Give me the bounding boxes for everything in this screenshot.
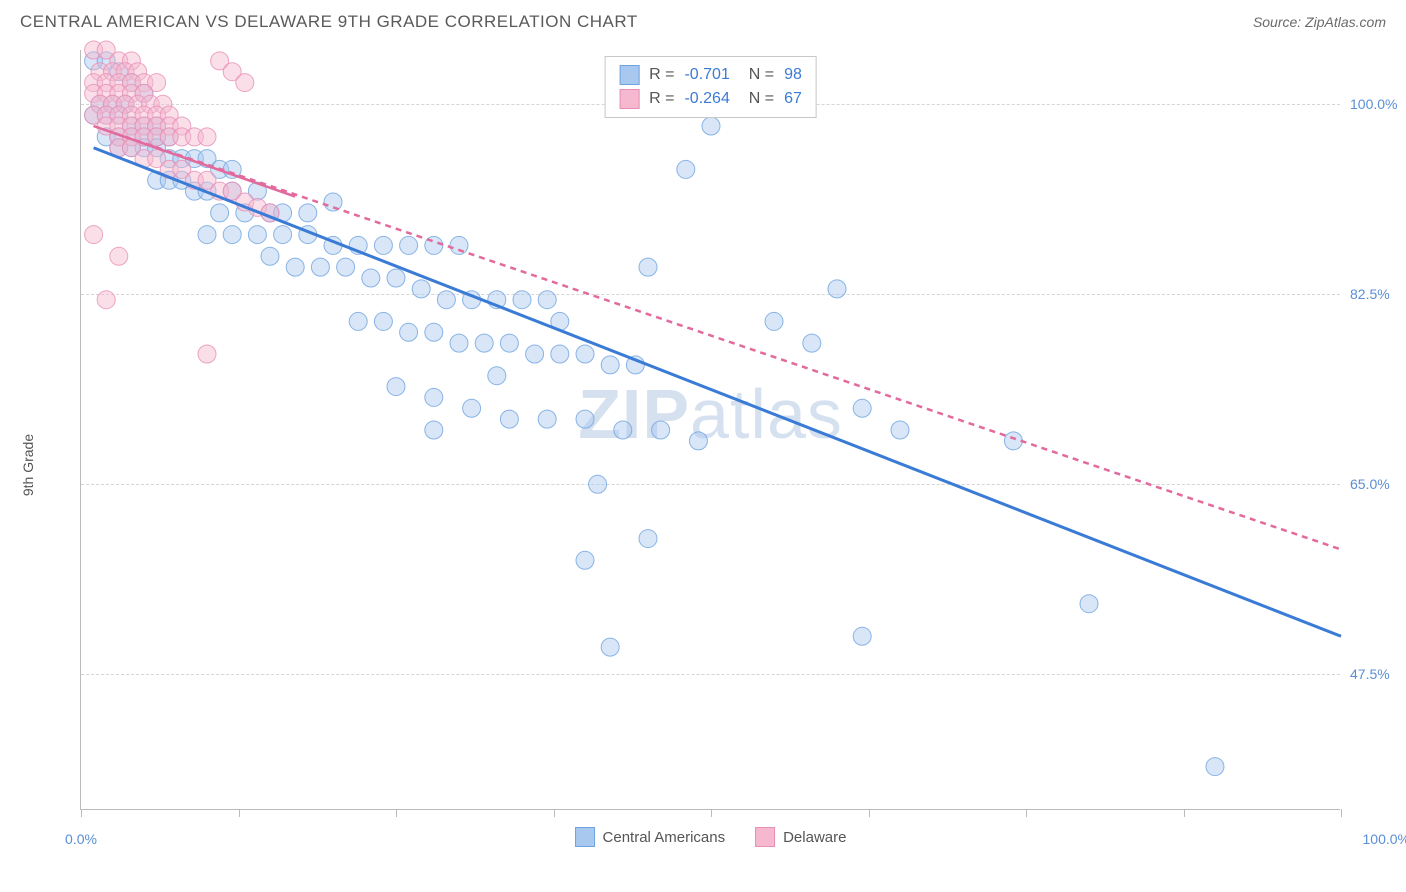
trend-line <box>94 126 1341 549</box>
y-tick-label: 65.0% <box>1350 476 1406 492</box>
legend-bottom-item: Central Americans <box>575 827 726 847</box>
x-tick <box>1341 809 1342 817</box>
trend-line <box>94 148 1341 637</box>
x-tick <box>396 809 397 817</box>
legend-r-value: -0.264 <box>684 90 729 108</box>
x-tick <box>1184 809 1185 817</box>
legend-swatch <box>575 827 595 847</box>
source-attribution: Source: ZipAtlas.com <box>1253 14 1386 30</box>
x-tick <box>239 809 240 817</box>
y-axis-label: 9th Grade <box>20 434 36 496</box>
legend-swatch <box>755 827 775 847</box>
legend-n-value: 98 <box>784 66 802 84</box>
y-tick-label: 47.5% <box>1350 666 1406 682</box>
y-tick-label: 100.0% <box>1350 96 1406 112</box>
legend-n-value: 67 <box>784 90 802 108</box>
x-tick <box>81 809 82 817</box>
plot-area: ZIPatlas R =-0.701 N =98R =-0.264 N =67 … <box>80 50 1340 810</box>
legend-r-label: R = <box>649 90 674 108</box>
legend-n-label: N = <box>740 66 774 84</box>
legend-r-value: -0.701 <box>684 66 729 84</box>
legend-r-label: R = <box>649 66 674 84</box>
legend-series-label: Central Americans <box>603 829 726 846</box>
x-tick <box>554 809 555 817</box>
x-tick <box>1026 809 1027 817</box>
y-tick-label: 82.5% <box>1350 286 1406 302</box>
x-tick <box>869 809 870 817</box>
legend-n-label: N = <box>740 90 774 108</box>
x-axis-max-label: 100.0% <box>1363 831 1406 847</box>
chart-container: 9th Grade ZIPatlas R =-0.701 N =98R =-0.… <box>50 50 1390 880</box>
x-tick <box>711 809 712 817</box>
legend-row: R = -0.264 N = 67 <box>619 87 802 111</box>
legend-series-label: Delaware <box>783 829 846 846</box>
correlation-legend: R = -0.701 N = 98 R = -0.264 N = 67 <box>604 56 817 118</box>
series-legend: Central Americans Delaware <box>575 827 847 847</box>
legend-swatch <box>619 89 639 109</box>
trend-lines-layer <box>81 50 1340 809</box>
legend-bottom-item: Delaware <box>755 827 846 847</box>
x-axis-min-label: 0.0% <box>65 831 97 847</box>
legend-swatch <box>619 65 639 85</box>
chart-title: CENTRAL AMERICAN VS DELAWARE 9TH GRADE C… <box>20 12 638 32</box>
legend-row: R = -0.701 N = 98 <box>619 63 802 87</box>
